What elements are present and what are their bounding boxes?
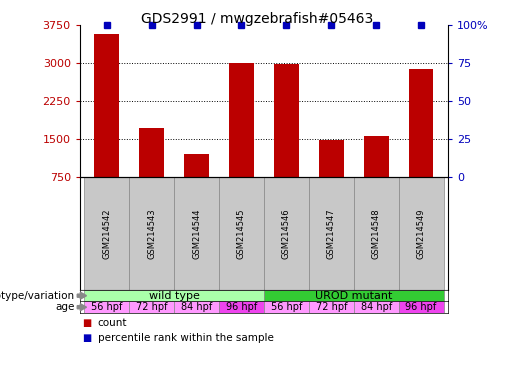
Text: GSM214547: GSM214547 [327, 208, 336, 258]
Text: genotype/variation: genotype/variation [0, 291, 75, 301]
Bar [184, 154, 209, 177]
Text: GSM214548: GSM214548 [372, 208, 381, 258]
Text: GSM214549: GSM214549 [417, 208, 425, 258]
Text: GSM214545: GSM214545 [237, 208, 246, 258]
Bar [129, 177, 174, 290]
Text: count: count [98, 318, 127, 328]
Bar [264, 177, 309, 290]
Bar [399, 177, 443, 290]
Text: GSM214544: GSM214544 [192, 208, 201, 258]
Bar [309, 177, 354, 290]
Bar [319, 140, 344, 177]
Bar [219, 301, 264, 313]
Text: 84 hpf: 84 hpf [360, 302, 392, 312]
Bar [354, 177, 399, 290]
Text: 56 hpf: 56 hpf [271, 302, 302, 312]
Text: 96 hpf: 96 hpf [405, 302, 437, 312]
Text: 72 hpf: 72 hpf [316, 302, 347, 312]
Bar [264, 301, 309, 313]
Text: 56 hpf: 56 hpf [91, 302, 123, 312]
Text: 96 hpf: 96 hpf [226, 302, 257, 312]
Bar [140, 127, 164, 177]
Bar [399, 301, 443, 313]
Bar [219, 177, 264, 290]
Text: ■: ■ [82, 318, 92, 328]
Text: percentile rank within the sample: percentile rank within the sample [98, 333, 274, 343]
Bar [84, 290, 264, 301]
Bar [94, 33, 119, 177]
Text: 72 hpf: 72 hpf [136, 302, 167, 312]
Bar [264, 290, 443, 301]
Text: ■: ■ [82, 333, 92, 343]
Text: GSM214546: GSM214546 [282, 208, 291, 258]
Text: GDS2991 / mwgzebrafish#05463: GDS2991 / mwgzebrafish#05463 [142, 12, 373, 25]
Bar [309, 301, 354, 313]
Bar [364, 136, 388, 177]
Text: 84 hpf: 84 hpf [181, 302, 212, 312]
Bar [174, 301, 219, 313]
Text: age: age [55, 302, 75, 312]
Bar [274, 64, 299, 177]
Text: GSM214542: GSM214542 [102, 208, 111, 258]
Text: wild type: wild type [149, 291, 200, 301]
Bar [229, 63, 254, 177]
Bar [354, 301, 399, 313]
Bar [84, 177, 129, 290]
Bar [174, 177, 219, 290]
Bar [409, 70, 434, 177]
Text: GSM214543: GSM214543 [147, 208, 156, 258]
Text: UROD mutant: UROD mutant [315, 291, 392, 301]
Bar [129, 301, 174, 313]
Bar [84, 301, 129, 313]
